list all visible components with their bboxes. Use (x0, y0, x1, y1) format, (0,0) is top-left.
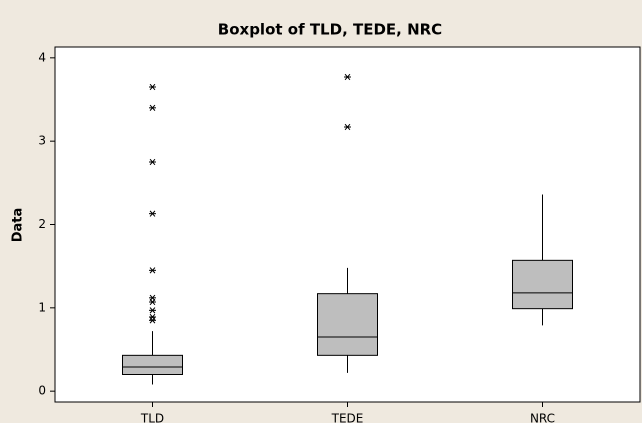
outlier-stroke (149, 313, 156, 321)
outlier-stroke (149, 210, 156, 217)
outlier (149, 83, 156, 91)
outlier-stroke (344, 123, 351, 131)
y-tick-label: 1 (38, 300, 46, 314)
y-tick-label: 0 (38, 384, 46, 398)
outlier-stroke (149, 104, 156, 111)
y-tick-label: 3 (38, 134, 46, 148)
outlier-stroke (149, 267, 156, 274)
box (122, 354, 183, 376)
outlier (149, 158, 156, 166)
y-axis-label: Data (11, 208, 26, 243)
outlier (149, 104, 156, 111)
outlier (344, 123, 351, 131)
y-tick-label: 2 (38, 217, 46, 231)
outlier-stroke (344, 73, 351, 81)
outlier-stroke (149, 307, 156, 314)
box (317, 293, 378, 356)
outlier (149, 313, 156, 321)
outlier-stroke (149, 294, 156, 301)
outlier (149, 294, 156, 301)
outlier-stroke (149, 158, 156, 166)
x-tick-label: TEDE (331, 412, 364, 423)
x-tick-label: NRC (530, 412, 555, 423)
outlier (344, 73, 351, 81)
y-tick-label: 4 (38, 50, 46, 64)
outlier-stroke (149, 83, 156, 91)
x-tick-label: TLD (140, 412, 164, 423)
outlier (149, 210, 156, 217)
outlier (149, 267, 156, 274)
box (512, 259, 573, 310)
outlier (149, 307, 156, 314)
chart-title: Boxplot of TLD, TEDE, NRC (218, 21, 442, 39)
